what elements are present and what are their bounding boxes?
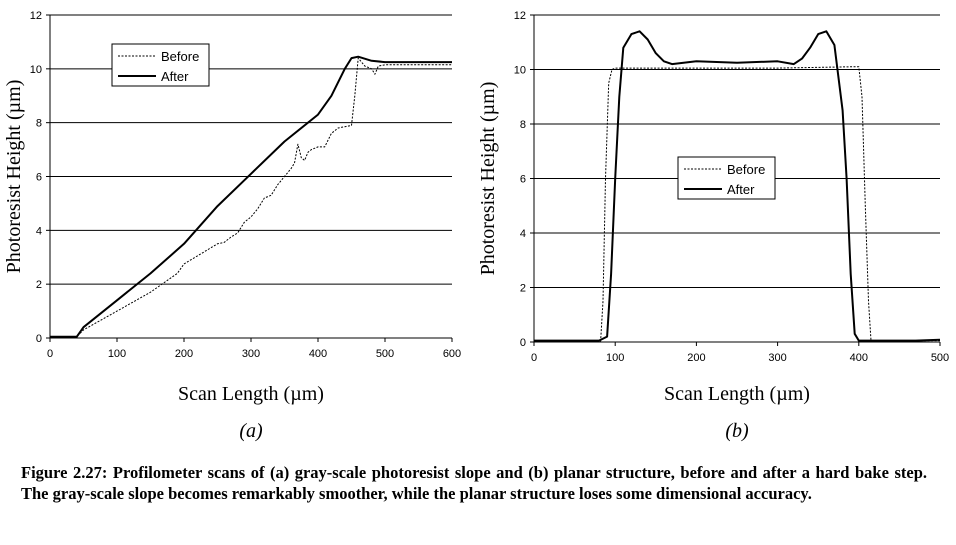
- chart-b-x-tick-label: 100: [606, 352, 624, 364]
- chart-b-x-tick-label: 200: [687, 352, 705, 364]
- chart-a-y-axis-title: Photoresist Height (µm): [3, 80, 25, 274]
- chart-b-y-axis-title: Photoresist Height (µm): [477, 82, 499, 276]
- figure-caption: Figure 2.27: Profilometer scans of (a) g…: [21, 463, 927, 503]
- chart-a-x-tick-label: 100: [108, 348, 126, 360]
- chart-b-x-tick-label: 400: [850, 352, 868, 364]
- chart-a-series-after: [50, 55, 452, 338]
- chart-b-x-tick-label: 0: [531, 352, 537, 364]
- chart-a-x-tick-label: 0: [47, 348, 53, 360]
- chart-a-series-before: [50, 57, 452, 338]
- chart-a-y-tick-label: 10: [30, 64, 42, 76]
- chart-b-y-tick-label: 12: [514, 10, 526, 22]
- chart-b-legend-label-after: After: [727, 182, 755, 197]
- chart-a-y-tick-label: 6: [36, 172, 42, 184]
- chart-b-x-axis-title: Scan Length (µm): [664, 383, 810, 405]
- chart-b-y-tick-label: 0: [520, 337, 526, 349]
- chart-b-series-before: [534, 66, 940, 342]
- chart-a-y-tick-label: 12: [30, 10, 42, 22]
- chart-a-x-axis-title: Scan Length (µm): [178, 383, 324, 405]
- chart-b-y-tick-label: 8: [520, 119, 526, 131]
- chart-a-x-tick-label: 500: [376, 348, 394, 360]
- chart-b-y-tick-label: 10: [514, 65, 526, 77]
- chart-b-x-tick-label: 500: [931, 352, 949, 364]
- chart-a-panel-label: (a): [239, 420, 263, 442]
- chart-a-legend-label-after: After: [161, 69, 189, 84]
- chart-b-x-tick-label: 300: [768, 352, 786, 364]
- chart-a-y-tick-label: 0: [36, 333, 42, 345]
- chart-a-x-tick-label: 300: [242, 348, 260, 360]
- chart-b-series-after: [534, 30, 941, 342]
- chart-a-y-tick-label: 4: [36, 225, 42, 237]
- chart-a-x-tick-label: 600: [443, 348, 461, 360]
- chart-a-legend-box: [111, 43, 210, 87]
- chart-b-y-tick-label: 6: [520, 174, 526, 186]
- chart-a-x-tick-label: 400: [309, 348, 327, 360]
- chart-a-x-tick-label: 200: [175, 348, 193, 360]
- chart-b-panel-label: (b): [725, 420, 749, 442]
- chart-b-legend-box: [677, 156, 776, 200]
- chart-a-y-tick-label: 8: [36, 118, 42, 130]
- chart-b-y-tick-label: 4: [520, 228, 526, 240]
- chart-b-legend-label-before: Before: [727, 162, 765, 177]
- chart-b-y-tick-label: 2: [520, 283, 526, 295]
- chart-a-legend-label-before: Before: [161, 49, 199, 64]
- chart-a-y-tick-label: 2: [36, 279, 42, 291]
